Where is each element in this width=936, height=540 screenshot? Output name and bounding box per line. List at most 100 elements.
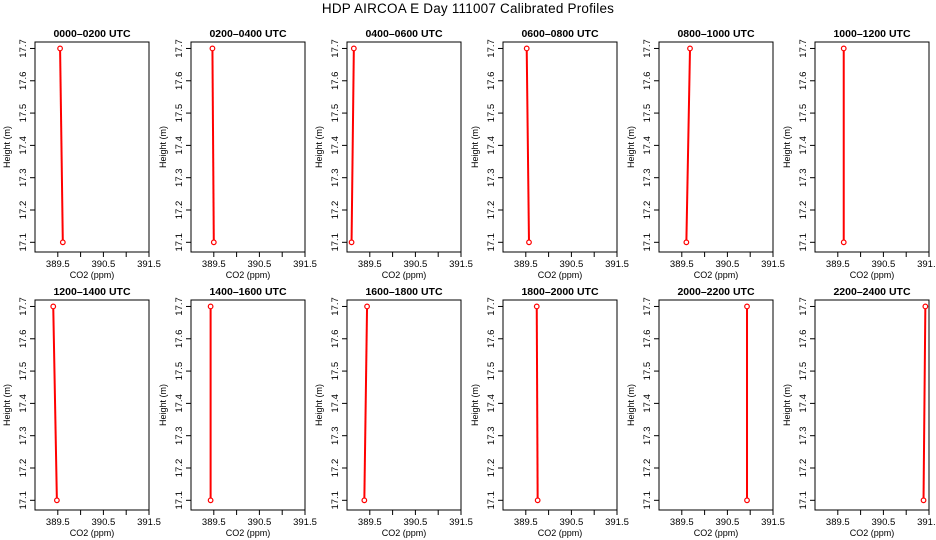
x-tick-label: 389.5 [670,259,694,270]
y-axis-label: Height (m) [2,126,12,168]
profile-point [348,239,355,246]
y-tick-label: 17.6 [18,72,29,91]
plot-frame [346,299,462,511]
x-tick-label: 390.5 [560,517,584,528]
y-tick-label: 17.2 [174,201,185,220]
y-tick-label: 17.2 [642,459,653,478]
panel-title: 1000–1200 UTC [833,28,910,40]
plot-frame [814,299,930,511]
profile-line [363,306,369,501]
y-tick-label: 17.5 [486,362,497,381]
y-tick-label: 17.5 [174,362,185,381]
profile-line [922,306,927,501]
x-tick-label: 391.5 [449,259,473,270]
y-tick-label: 17.4 [798,136,809,155]
profile-panel: 1400–1600 UTC 389.5 390.5 391.5 17.1 17.2 17.3… [158,286,317,538]
x-tick-label: 391.5 [917,517,936,528]
profile-point [744,303,750,310]
panel-title: 1400–1600 UTC [209,286,286,298]
y-tick-label: 17.2 [330,201,341,220]
y-tick-label: 17.4 [330,394,341,413]
x-tick-label: 390.5 [716,259,740,270]
plot-frame [34,41,150,253]
y-tick-label: 17.6 [174,330,185,349]
y-tick-label: 17.6 [18,330,29,349]
profile-point [361,497,368,504]
plot-frame [502,299,618,511]
profile-panel: 1800–2000 UTC 389.5 390.5 391.5 17.1 17.2 17.3… [470,286,629,538]
y-tick-label: 17.5 [486,104,497,123]
y-tick-label: 17.1 [18,491,29,510]
y-tick-label: 17.3 [798,168,809,187]
y-tick-label: 17.5 [18,104,29,123]
y-tick-label: 17.6 [486,330,497,349]
x-tick-label: 389.5 [358,259,382,270]
y-tick-label: 17.6 [642,72,653,91]
plot-frame [502,41,618,253]
y-tick-label: 17.1 [642,491,653,510]
x-tick-label: 389.5 [202,517,226,528]
panel-title: 0800–1000 UTC [677,28,754,40]
plot-frame [346,41,462,253]
y-tick-label: 17.2 [642,201,653,220]
y-tick-label: 17.3 [18,426,29,445]
panel-title: 1800–2000 UTC [521,286,598,298]
y-tick-label: 17.4 [642,136,653,155]
profile-line [525,48,530,243]
profile-line [535,306,539,501]
x-tick-label: 390.5 [248,259,272,270]
y-axis-label: Height (m) [626,384,636,426]
y-tick-label: 17.4 [330,136,341,155]
profile-panel: 1600–1800 UTC 389.5 390.5 391.5 17.1 17.2 17.3… [314,286,473,538]
y-tick-label: 17.3 [642,426,653,445]
profile-point [364,303,370,310]
y-tick-label: 17.2 [18,201,29,220]
y-tick-label: 17.2 [486,459,497,478]
y-tick-label: 17.2 [174,459,185,478]
x-tick-label: 391.5 [137,517,161,528]
y-tick-label: 17.6 [330,330,341,349]
y-tick-label: 17.2 [798,201,809,220]
y-tick-label: 17.6 [642,330,653,349]
y-tick-label: 17.3 [330,426,341,445]
y-tick-label: 17.4 [174,394,185,413]
y-tick-label: 17.7 [330,297,341,316]
y-tick-label: 17.7 [486,297,497,316]
profile-point [526,239,532,246]
x-axis-label: CO2 (ppm) [850,528,895,538]
profile-panel: 2200–2400 UTC 389.5 390.5 391.5 17.1 17.2 17.3… [782,286,936,538]
y-tick-label: 17.1 [642,233,653,252]
profile-point [53,497,60,504]
panel-title: 0400–0600 UTC [365,28,442,40]
x-tick-label: 390.5 [404,517,428,528]
y-tick-label: 17.7 [798,297,809,316]
profile-point [50,303,57,310]
panel-title: 2200–2400 UTC [833,286,910,298]
profile-panel: 1000–1200 UTC 389.5 390.5 391.5 17.1 17.2 17.3… [782,28,936,280]
x-tick-label: 390.5 [92,259,116,270]
y-tick-label: 17.3 [174,426,185,445]
y-tick-label: 17.1 [174,491,185,510]
x-tick-label: 390.5 [872,517,896,528]
profile-point [350,45,357,52]
y-tick-label: 17.3 [486,168,497,187]
x-tick-label: 391.5 [761,517,785,528]
x-tick-label: 391.5 [137,259,161,270]
y-tick-label: 17.5 [798,104,809,123]
y-tick-label: 17.7 [174,297,185,316]
profile-point [922,303,929,310]
y-tick-label: 17.3 [18,168,29,187]
panel-title: 1200–1400 UTC [53,286,130,298]
y-axis-label: Height (m) [158,384,168,426]
y-tick-label: 17.5 [798,362,809,381]
y-tick-label: 17.5 [642,104,653,123]
profile-point [523,45,530,52]
panel-title: 0000–0200 UTC [53,28,130,40]
x-tick-label: 391.5 [293,259,317,270]
profile-line [59,48,64,243]
y-axis-label: Height (m) [2,384,12,426]
panel-title: 1600–1800 UTC [365,286,442,298]
x-tick-label: 389.5 [826,259,850,270]
x-axis-label: CO2 (ppm) [538,270,583,280]
plot-frame [814,41,930,253]
